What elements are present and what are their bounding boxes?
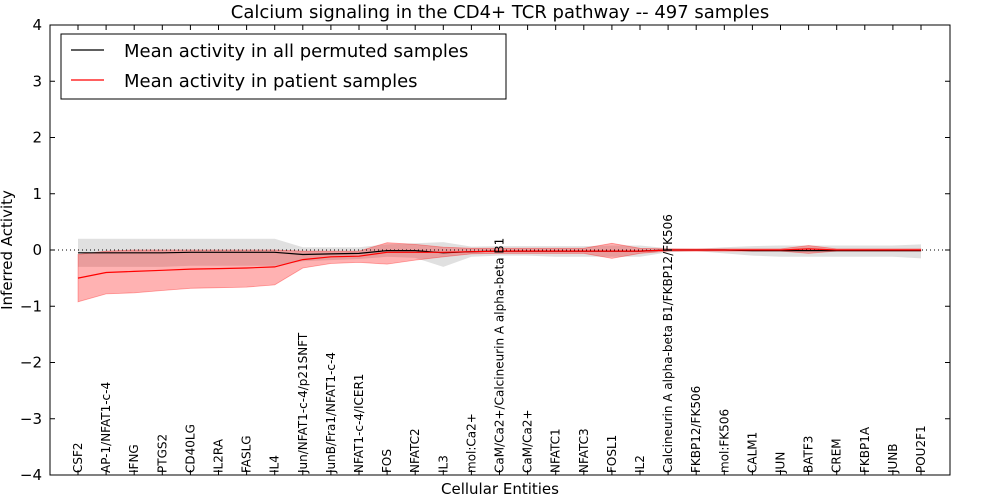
x-tick-label: FKBP12/FK506 xyxy=(689,386,703,473)
y-tick-label: −1 xyxy=(20,297,42,315)
y-tick-label: −4 xyxy=(20,466,42,484)
x-tick-label: IL3 xyxy=(436,455,450,473)
x-tick-label: FASLG xyxy=(240,435,254,473)
y-axis-ticks: −4 −3 −2 −1 0 1 2 3 4 xyxy=(20,16,950,484)
y-tick-label: 1 xyxy=(32,185,42,203)
y-tick-label: −2 xyxy=(20,354,42,372)
x-tick-label: mol:Ca2+ xyxy=(464,413,478,473)
x-tick-label: JUN xyxy=(774,452,788,474)
legend-box xyxy=(60,33,507,100)
x-tick-label: FOSL1 xyxy=(605,435,619,473)
x-tick-label: JunB/Fra1/NFAT1-c-4 xyxy=(324,352,338,474)
x-axis-label: Cellular Entities xyxy=(441,480,559,498)
x-tick-label: CaM/Ca2+/Calcineurin A alpha-beta B1 xyxy=(493,238,507,473)
legend-label-patient: Mean activity in patient samples xyxy=(124,71,418,92)
x-tick-label: CREM xyxy=(830,438,844,473)
legend: Mean activity in all permuted samples Me… xyxy=(60,33,507,100)
x-tick-label: mol:FK506 xyxy=(717,409,731,473)
x-tick-label: AP-1/NFAT1-c-4 xyxy=(99,382,113,473)
x-tick-label: NFAT1-c-4/ICER1 xyxy=(352,374,366,473)
legend-label-permuted: Mean activity in all permuted samples xyxy=(124,41,468,62)
chart-title: Calcium signaling in the CD4+ TCR pathwa… xyxy=(231,2,769,23)
x-tick-label: IL2RA xyxy=(212,438,226,473)
x-tick-label: JUNB xyxy=(886,443,900,474)
y-tick-label: 4 xyxy=(32,16,42,34)
y-tick-label: −3 xyxy=(20,410,42,428)
x-tick-label: NFATC3 xyxy=(577,428,591,473)
x-tick-label: BATF3 xyxy=(802,436,816,473)
x-tick-label: IL4 xyxy=(268,455,282,473)
x-tick-label: CaM/Ca2+ xyxy=(521,409,535,473)
x-tick-label: FOS xyxy=(380,449,394,473)
x-tick-label: Jun/NFAT1-c-4/p21SNFT xyxy=(296,332,310,474)
x-tick-label: CD40LG xyxy=(183,424,197,473)
y-tick-label: 0 xyxy=(32,241,42,259)
x-tick-label: Calcineurin A alpha-beta B1/FKBP12/FK506 xyxy=(661,214,675,473)
x-tick-label: NFATC1 xyxy=(549,428,563,473)
y-tick-label: 2 xyxy=(32,129,42,147)
y-axis-label: Inferred Activity xyxy=(0,190,16,310)
x-tick-label: IFNG xyxy=(127,444,141,473)
x-tick-label: NFATC2 xyxy=(408,428,422,473)
y-tick-label: 3 xyxy=(32,72,42,90)
x-tick-label: CSF2 xyxy=(71,442,85,473)
x-axis-category-labels: CSF2 AP-1/NFAT1-c-4 IFNG PTGS2 CD40LG IL2RA FA… xyxy=(71,214,928,474)
x-tick-label: POU2F1 xyxy=(914,425,928,473)
band-series-0 xyxy=(78,238,921,267)
series-lines xyxy=(77,248,922,279)
x-axis-ticks xyxy=(77,25,922,475)
x-tick-label: PTGS2 xyxy=(155,434,169,473)
x-tick-label: CALM1 xyxy=(745,432,759,473)
x-tick-label: FKBP1A xyxy=(858,426,872,473)
x-tick-label: IL2 xyxy=(633,455,647,473)
